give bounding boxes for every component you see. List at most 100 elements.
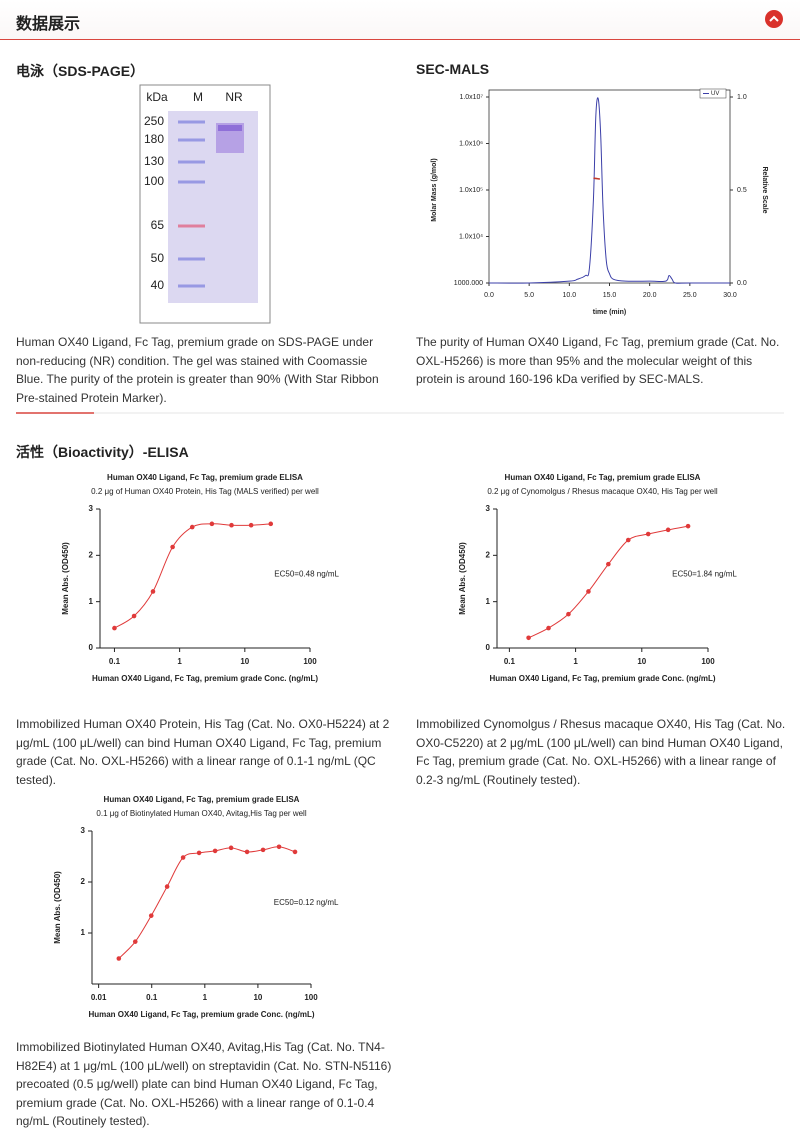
data-point xyxy=(164,884,170,889)
x-tick-label: 0.1 xyxy=(109,657,121,666)
annotation: EC50=0.12 ng/mL xyxy=(274,898,339,907)
x-tick-label: 15.0 xyxy=(603,292,617,299)
x-axis-label: Human OX40 Ligand, Fc Tag, premium grade… xyxy=(88,1010,314,1019)
caption: Immobilized Biotinylated Human OX40, Avi… xyxy=(16,1040,392,1128)
series-line xyxy=(488,97,730,284)
y-axis-label: Mean Abs. (OD450) xyxy=(53,871,62,944)
chart-title: Human OX40 Ligand, Fc Tag, premium grade… xyxy=(107,473,303,482)
y-tick-label: 2 xyxy=(81,877,86,886)
header-title: 数据展示 xyxy=(16,16,81,33)
data-point xyxy=(170,544,175,550)
ladder-band xyxy=(178,138,205,142)
y-tick-label: 1.0x10⁷ xyxy=(459,94,483,101)
x-tick-label: 10 xyxy=(240,657,249,666)
y2-tick-label: 1.0 xyxy=(737,94,747,101)
data-point xyxy=(566,611,571,617)
x-axis-label: time (min) xyxy=(593,309,626,316)
data-point xyxy=(268,521,274,527)
x-tick-label: 0.1 xyxy=(146,993,158,1002)
caption: The purity of Human OX40 Ligand, Fc Tag,… xyxy=(416,335,780,386)
x-tick-label: 5.0 xyxy=(524,292,534,299)
section-heading: 电泳（SDS-PAGE） xyxy=(16,63,145,79)
x-tick-label: 10.0 xyxy=(563,292,577,299)
y-axis-label: Molar Mass (g/mol) xyxy=(431,158,438,221)
ladder-band xyxy=(178,120,205,124)
y-tick-label: 1.0x10⁴ xyxy=(459,233,483,240)
ladder-band xyxy=(178,284,205,288)
data-point xyxy=(260,847,266,853)
data-point xyxy=(276,844,282,850)
ladder-band xyxy=(178,224,205,228)
ladder-label: 250 xyxy=(144,114,164,128)
data-point xyxy=(196,850,202,856)
x-tick-label: 1 xyxy=(177,657,182,666)
ladder-band xyxy=(178,160,205,164)
data-point xyxy=(526,635,531,641)
series-line xyxy=(593,177,600,180)
fit-curve xyxy=(118,846,296,959)
y-tick-label: 3 xyxy=(89,504,94,513)
data-point xyxy=(112,625,117,631)
y-axis-label: Mean Abs. (OD450) xyxy=(458,542,467,615)
fit-curve xyxy=(114,523,271,629)
y-tick-label: 1.0x10⁵ xyxy=(459,187,483,194)
data-point xyxy=(586,589,591,594)
y2-tick-label: 0.0 xyxy=(737,280,747,287)
y-tick-label: 3 xyxy=(486,504,491,513)
plot-frame xyxy=(488,89,731,284)
data-point xyxy=(625,537,631,543)
y2-tick-label: 0.5 xyxy=(737,187,747,194)
gel-band xyxy=(218,125,242,131)
y-tick-label: 1 xyxy=(81,928,86,937)
annotation: EC50=1.84 ng/mL xyxy=(672,569,737,578)
header: 数据展示 xyxy=(0,0,800,40)
caption: Immobilized Human OX40 Protein, His Tag … xyxy=(16,717,390,787)
y-axis-label: Mean Abs. (OD450) xyxy=(61,542,70,615)
data-point xyxy=(148,913,154,918)
chart-subtitle: 0.1 μg of Biotinylated Human OX40, Avita… xyxy=(96,809,306,818)
x-tick-label: 1 xyxy=(573,657,578,666)
fit-curve xyxy=(528,525,689,639)
data-point xyxy=(116,956,122,961)
gel-frame xyxy=(139,84,271,324)
gel xyxy=(168,111,258,303)
data-point xyxy=(606,561,611,567)
chart-subtitle: 0.2 μg of Human OX40 Protein, His Tag (M… xyxy=(91,487,319,496)
data-point xyxy=(244,849,250,855)
x-tick-label: 30.0 xyxy=(723,292,737,299)
ladder-label: 130 xyxy=(144,154,164,168)
data-point xyxy=(292,849,298,855)
ladder-band xyxy=(178,180,205,184)
x-axis-label: Human OX40 Ligand, Fc Tag, premium grade… xyxy=(92,674,318,683)
x-tick-label: 0.01 xyxy=(91,993,107,1002)
y-tick-label: 3 xyxy=(81,826,86,835)
y-tick-label: 0 xyxy=(486,643,491,652)
caption: Immobilized Cynomolgus / Rhesus macaque … xyxy=(416,717,786,787)
y-tick-label: 2 xyxy=(89,550,94,559)
data-point xyxy=(248,522,254,528)
y-tick-label: 1.0x10⁶ xyxy=(459,140,483,147)
data-point xyxy=(228,845,234,851)
x-axis-label: Human OX40 Ligand, Fc Tag, premium grade… xyxy=(489,674,715,683)
annotation: EC50=0.48 ng/mL xyxy=(274,569,339,578)
legend-box xyxy=(699,88,727,99)
y-tick-label: 2 xyxy=(486,550,491,559)
data-point xyxy=(212,848,218,854)
data-point xyxy=(209,521,215,527)
y2-axis-label: Relative Scale xyxy=(761,166,768,213)
ladder-label: 50 xyxy=(151,251,165,265)
data-point xyxy=(546,625,551,631)
lane-label: M xyxy=(193,90,203,104)
chart-title: Human OX40 Ligand, Fc Tag, premium grade… xyxy=(505,473,701,482)
caption: Human OX40 Ligand, Fc Tag, premium grade… xyxy=(16,335,379,405)
x-tick-label: 100 xyxy=(701,657,715,666)
data-point xyxy=(131,613,137,619)
ladder-band xyxy=(178,257,205,261)
x-tick-label: 10 xyxy=(253,993,262,1002)
chart-title: Human OX40 Ligand, Fc Tag, premium grade… xyxy=(104,795,300,804)
data-point xyxy=(150,589,156,594)
data-point xyxy=(189,524,195,530)
lane-label: kDa xyxy=(146,90,168,104)
